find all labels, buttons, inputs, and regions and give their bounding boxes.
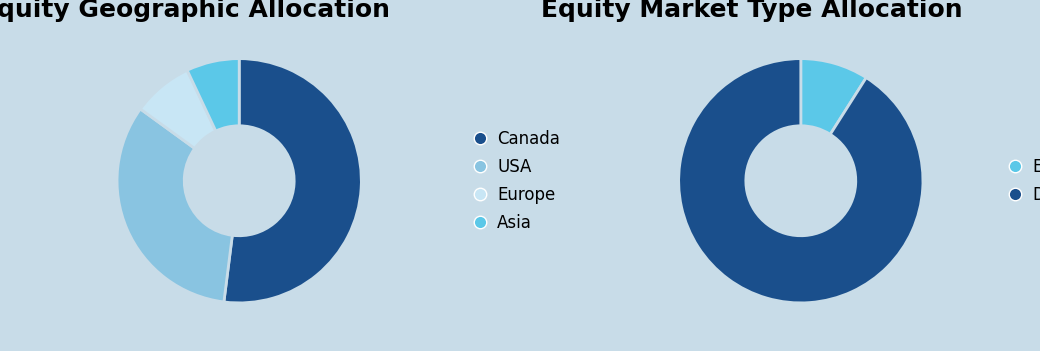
Text: Equity Geographic Allocation: Equity Geographic Allocation (0, 0, 390, 22)
Text: Equity Market Type Allocation: Equity Market Type Allocation (541, 0, 963, 22)
Legend: Emerging, Developed: Emerging, Developed (1005, 151, 1040, 211)
Wedge shape (140, 70, 215, 148)
Wedge shape (187, 59, 239, 131)
Wedge shape (679, 59, 922, 303)
Wedge shape (118, 109, 232, 302)
Wedge shape (801, 59, 866, 134)
Wedge shape (224, 59, 361, 303)
Legend: Canada, USA, Europe, Asia: Canada, USA, Europe, Asia (469, 123, 567, 238)
